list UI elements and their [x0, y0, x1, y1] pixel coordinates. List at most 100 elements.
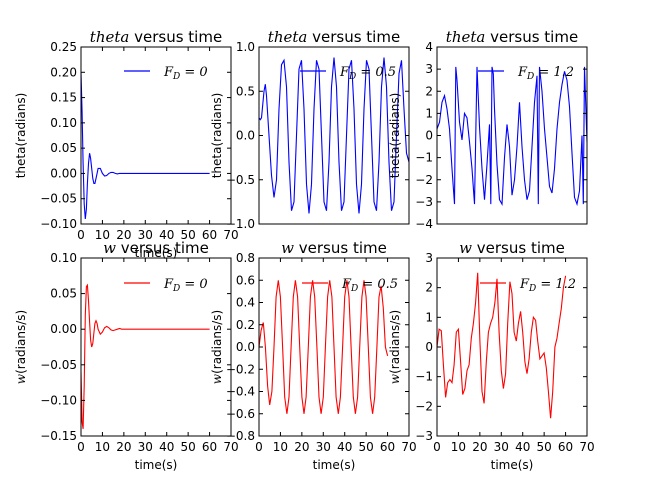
x-tick-label: 50	[181, 440, 196, 454]
x-axis-label: time(s)	[313, 458, 356, 472]
series-line-1	[437, 272, 567, 419]
y-tick-label: 0.05	[50, 141, 77, 155]
legend-label: FD = 1.2	[519, 277, 576, 294]
y-tick-label: 0.0	[236, 129, 255, 143]
y-tick-label: 1.0	[236, 40, 255, 54]
y-tick-label: −1	[415, 151, 433, 165]
y-tick-label: −0.5	[226, 173, 255, 187]
y-tick-label: −1.0	[226, 217, 255, 231]
y-tick-label: 0.10	[50, 251, 77, 265]
y-tick-label: −0.05	[40, 358, 77, 372]
y-tick-label: 0.10	[50, 116, 77, 130]
chart-title: theta versus time	[268, 28, 400, 46]
x-tick-label: 60	[380, 440, 395, 454]
legend-label: FD = 0	[163, 277, 208, 294]
chart-title: w versus time	[281, 239, 387, 257]
y-tick-label: −4	[415, 217, 433, 231]
y-axis-label: w(radians/s)	[14, 310, 28, 384]
y-tick-label: −0.10	[40, 393, 77, 407]
x-tick-label: 50	[359, 440, 374, 454]
y-tick-label: 0.20	[50, 65, 77, 79]
y-tick-label: −3	[415, 429, 433, 443]
x-tick-label: 40	[159, 440, 174, 454]
y-tick-label: −0.05	[40, 192, 77, 206]
x-tick-label: 10	[95, 228, 110, 242]
x-tick-label: 0	[77, 228, 85, 242]
y-tick-label: 0.15	[50, 91, 77, 105]
x-axis-label: time(s)	[135, 246, 178, 260]
x-tick-label: 70	[579, 440, 594, 454]
y-tick-label: 0.8	[236, 251, 255, 265]
chart-panel-3: −4 −3 −2 −1 0 1 2 3 4 theta versus time theta(radi…	[388, 28, 588, 231]
x-axis-label: time(s)	[135, 458, 178, 472]
series-line-1	[259, 57, 409, 214]
x-tick-label: 50	[181, 228, 196, 242]
y-tick-label: 0.6	[236, 273, 255, 287]
x-tick-label: 30	[316, 440, 331, 454]
y-tick-label: −0.15	[40, 429, 77, 443]
series-line-1	[81, 72, 210, 219]
x-tick-label: 10	[95, 440, 110, 454]
y-tick-label: −0.6	[226, 407, 255, 421]
x-tick-label: 40	[337, 440, 352, 454]
y-tick-label: 0.00	[50, 322, 77, 336]
x-tick-label: 20	[116, 440, 131, 454]
y-axis-label: w(radians/s)	[388, 310, 402, 384]
chart-title: theta versus time	[90, 28, 222, 46]
y-tick-label: 1	[425, 106, 433, 120]
x-tick-label: 50	[537, 440, 552, 454]
y-tick-label: −0.4	[226, 385, 255, 399]
x-tick-label: 20	[294, 440, 309, 454]
y-tick-label: −1	[415, 370, 433, 384]
y-tick-label: 3	[425, 251, 433, 265]
y-tick-label: 3	[425, 62, 433, 76]
x-tick-label: 10	[273, 440, 288, 454]
x-tick-label: 10	[451, 440, 466, 454]
y-tick-label: 0.2	[236, 318, 255, 332]
chart-title: theta versus time	[446, 28, 578, 46]
chart-title: w versus time	[459, 239, 565, 257]
x-tick-label: 0	[77, 440, 85, 454]
series-line-1	[437, 66, 587, 207]
legend-label: FD = 0	[163, 65, 208, 82]
x-tick-label: 40	[515, 440, 530, 454]
legend-label: FD = 0.5	[339, 65, 396, 82]
x-axis-label: time(s)	[491, 458, 534, 472]
x-tick-label: 30	[494, 440, 509, 454]
y-tick-label: 0.5	[236, 84, 255, 98]
y-tick-label: −0.2	[226, 362, 255, 376]
y-axis-label: theta(radians)	[210, 93, 224, 179]
x-tick-label: 20	[472, 440, 487, 454]
x-tick-label: 40	[159, 228, 174, 242]
y-tick-label: −0.8	[226, 429, 255, 443]
x-tick-label: 70	[401, 440, 416, 454]
x-tick-label: 30	[138, 440, 153, 454]
chart-title: w versus time	[103, 239, 209, 257]
y-axis-label: theta(radians)	[14, 93, 28, 179]
y-tick-label: 0	[425, 129, 433, 143]
x-tick-label: 0	[255, 440, 263, 454]
y-tick-label: 0.05	[50, 287, 77, 301]
x-tick-label: 60	[558, 440, 573, 454]
y-tick-label: −3	[415, 195, 433, 209]
y-tick-label: 0.25	[50, 40, 77, 54]
y-tick-label: 0.00	[50, 166, 77, 180]
x-tick-label: 0	[433, 440, 441, 454]
chart-panel-1: −0.10 −0.05 0.00 0.05 0.10 0.15 0.20 0.25 0 10 20 3…	[14, 28, 239, 260]
y-tick-label: 1	[425, 310, 433, 324]
chart-panel-4: −0.15 −0.10 −0.05 0.00 0.05 0.10 0 10 20 30 40 50 60…	[14, 239, 239, 472]
y-tick-label: 0.4	[236, 296, 255, 310]
x-tick-label: 70	[223, 228, 238, 242]
x-tick-label: 20	[116, 228, 131, 242]
chart-panel-5: −0.8 −0.6 −0.4 −0.2 0.0 0.2 0.4 0.6 0.8 0 10 20 30 40…	[210, 239, 417, 472]
y-tick-label: 2	[425, 281, 433, 295]
y-axis-label: w(radians/s)	[210, 310, 224, 384]
legend-label: FD = 0.5	[341, 277, 398, 294]
y-axis-label: theta(radians)	[388, 93, 402, 179]
y-tick-label: 2	[425, 84, 433, 98]
y-tick-label: 0.0	[236, 340, 255, 354]
axes-frame	[80, 257, 232, 437]
y-tick-label: −0.10	[40, 217, 77, 231]
